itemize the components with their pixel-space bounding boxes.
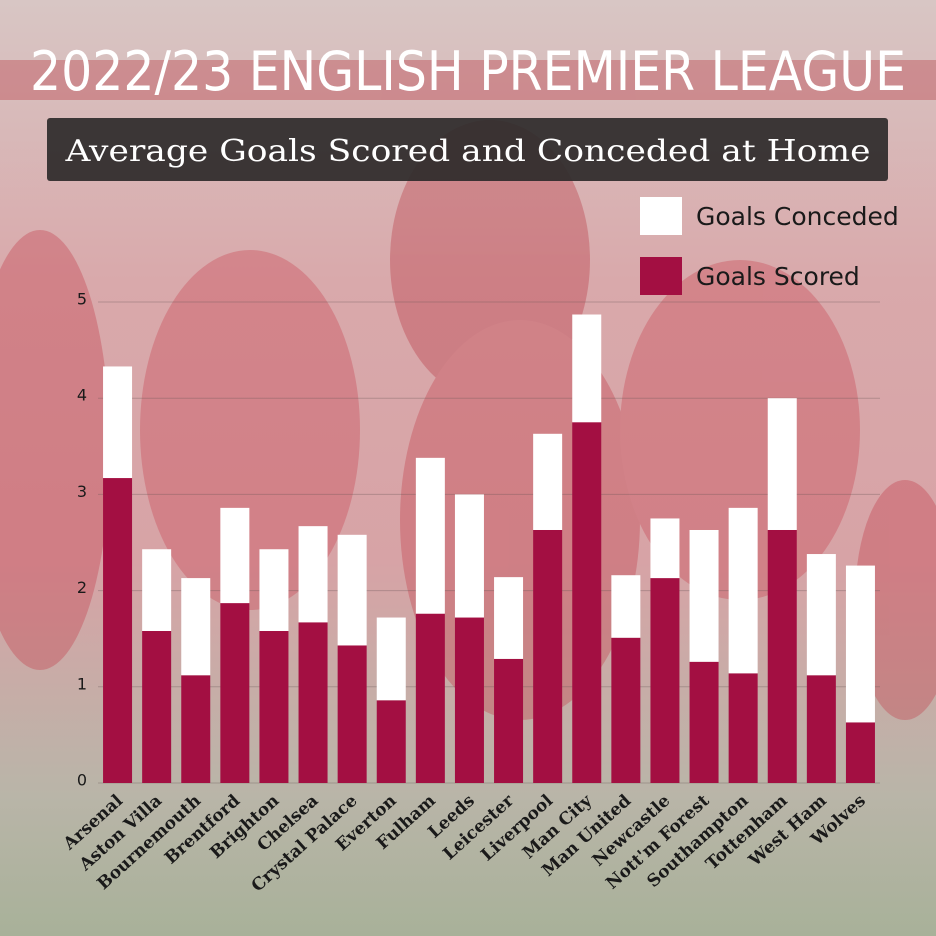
bar-segment: [650, 578, 680, 783]
legend-swatch: [640, 257, 682, 295]
bar-segment: [220, 507, 250, 604]
bar-segment: [845, 722, 875, 783]
bar-segment: [494, 577, 524, 659]
y-tick-label: 3: [77, 482, 87, 501]
bar-segment: [415, 457, 445, 614]
bar-segment: [533, 433, 563, 530]
bar-segment: [728, 673, 758, 783]
bar-segment: [611, 637, 641, 783]
bar-segment: [103, 366, 133, 479]
bar-segment: [494, 658, 524, 783]
bar-segment: [611, 575, 641, 638]
y-tick-label: 5: [77, 290, 87, 309]
bar-segment: [259, 631, 289, 783]
bar-segment: [572, 314, 602, 423]
chart-title: 2022/23 ENGLISH PREMIER LEAGUE: [30, 40, 906, 103]
chart-subtitle: Average Goals Scored and Conceded at Hom…: [64, 134, 870, 169]
bar-segment: [806, 554, 836, 676]
y-tick-label: 1: [77, 674, 87, 693]
legend-label: Goals Scored: [696, 262, 860, 291]
bar-segment: [337, 645, 367, 783]
bar-segment: [142, 631, 172, 783]
bar-segment: [181, 578, 211, 676]
bar-segment: [767, 529, 797, 783]
bar-segment: [767, 398, 797, 530]
bar-segment: [689, 661, 719, 783]
bar-segment: [259, 549, 289, 632]
bar-segment: [845, 565, 875, 723]
bar-segment: [533, 529, 563, 783]
bar-segment: [376, 617, 406, 701]
bar-segment: [454, 494, 484, 618]
bar-segment: [142, 549, 172, 632]
bar-segment: [650, 518, 680, 579]
bar-segment: [415, 613, 445, 783]
bar-segment: [220, 603, 250, 783]
legend-label: Goals Conceded: [696, 202, 899, 231]
bar-segment: [454, 617, 484, 783]
bar-segment: [376, 700, 406, 783]
bar-segment: [103, 478, 133, 783]
y-tick-label: 2: [77, 578, 87, 597]
bar-segment: [298, 622, 328, 783]
bar-segment: [689, 529, 719, 662]
bar-segment: [728, 507, 758, 674]
y-tick-label: 4: [77, 386, 87, 405]
bar-segment: [806, 675, 836, 783]
background-photo: [0, 60, 936, 720]
legend-swatch: [640, 197, 682, 235]
bar-segment: [337, 534, 367, 646]
y-tick-label: 0: [77, 771, 87, 790]
subtitle-box: [47, 118, 888, 181]
bar-segment: [181, 675, 211, 783]
bar-segment: [572, 422, 602, 783]
bar-segment: [298, 526, 328, 623]
